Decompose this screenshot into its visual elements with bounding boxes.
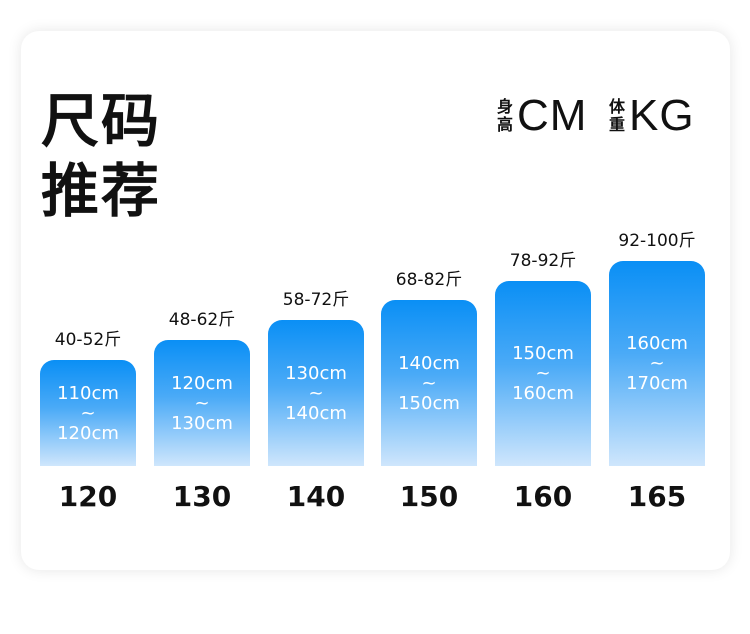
legend-height-small: 身 高 [497,98,513,134]
height-high: 130cm [171,413,233,434]
title-line-1: 尺码 [41,87,162,155]
weight-range: 92-100斤 [618,231,696,251]
size-label: 130 [172,480,232,513]
height-low: 150cm [512,343,574,364]
height-high: 140cm [285,403,347,424]
size-column: 68-82斤 140cm ~ 150cm [381,270,477,466]
size-label: 140 [286,480,346,513]
legend-weight: 体 重 KG [609,94,695,138]
size-bar: 160cm ~ 170cm [609,261,705,466]
legend-weight-unit: KG [629,91,695,140]
height-tilde: ~ [535,363,551,384]
height-tilde: ~ [308,383,324,404]
title-line-2: 推荐 [41,157,162,225]
size-label: 120 [58,480,118,513]
height-low: 140cm [398,353,460,374]
height-high: 120cm [57,423,119,444]
weight-range: 40-52斤 [54,330,122,350]
height-high: 150cm [398,393,460,414]
size-column: 48-62斤 120cm ~ 130cm [154,310,250,466]
height-tilde: ~ [649,353,665,374]
legend-height: 身 高 CM [497,94,587,138]
weight-range: 58-72斤 [282,290,350,310]
size-column: 58-72斤 130cm ~ 140cm [268,290,364,466]
legend-height-small-bottom: 高 [497,115,514,134]
size-label: 160 [513,480,573,513]
height-high: 160cm [512,383,574,404]
size-bar: 110cm ~ 120cm [40,360,136,466]
height-high: 170cm [626,373,688,394]
height-low: 160cm [626,333,688,354]
weight-range: 48-62斤 [168,310,236,330]
legend-weight-small-bottom: 重 [609,115,626,134]
size-column: 92-100斤 160cm ~ 170cm [609,231,705,466]
size-bar: 140cm ~ 150cm [381,300,477,466]
size-bar: 120cm ~ 130cm [154,340,250,466]
height-low: 120cm [171,373,233,394]
weight-range: 78-92斤 [509,251,577,271]
size-bar: 130cm ~ 140cm [268,320,364,466]
height-tilde: ~ [194,393,210,414]
height-low: 110cm [57,383,119,404]
size-column: 40-52斤 110cm ~ 120cm [40,330,136,466]
size-label: 165 [627,480,687,513]
size-column: 78-92斤 150cm ~ 160cm [495,251,591,466]
height-tilde: ~ [80,403,96,424]
size-bar: 150cm ~ 160cm [495,281,591,466]
legend-height-small-top: 身 [497,97,514,116]
size-label: 150 [399,480,459,513]
height-low: 130cm [285,363,347,384]
legend-weight-small: 体 重 [609,98,625,134]
height-tilde: ~ [421,373,437,394]
legend-weight-small-top: 体 [609,97,626,116]
legend-height-unit: CM [517,91,588,140]
weight-range: 68-82斤 [395,270,463,290]
